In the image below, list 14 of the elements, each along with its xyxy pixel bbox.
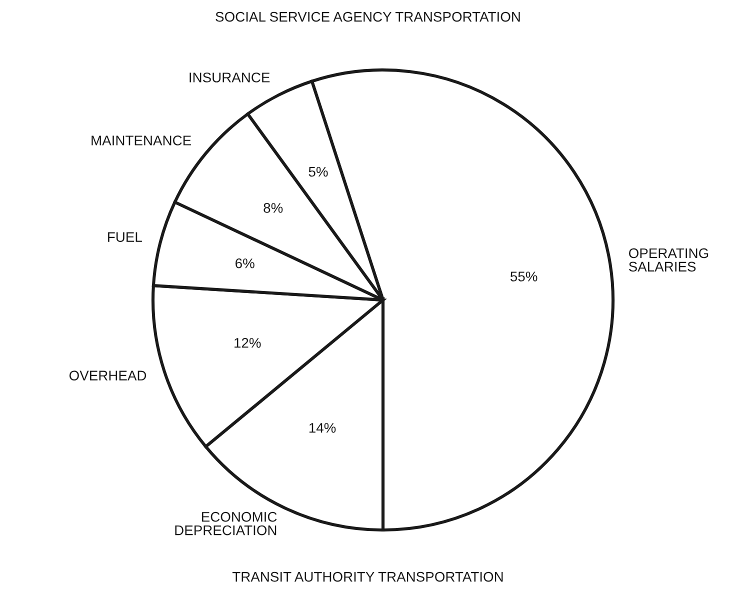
data-label: 12% xyxy=(234,338,261,348)
slice-label: MAINTENANCE xyxy=(92,136,192,146)
data-label: 6% xyxy=(236,258,254,268)
slice-label: INSURANCE xyxy=(190,72,270,82)
data-label: 5% xyxy=(308,166,328,177)
data-label: 55% xyxy=(510,272,538,282)
slice-label: OVERHEAD xyxy=(69,370,146,380)
slice-label: OPERATING SALARIES xyxy=(628,248,708,272)
data-label: 14% xyxy=(309,422,336,433)
text: TRANSIT AUTHORITY TRANSPORTATION xyxy=(232,572,503,582)
slice-label: FUEL xyxy=(108,232,142,242)
data-label: 8% xyxy=(264,202,283,213)
slice-label: ECONOMIC DEPRECIATION xyxy=(175,512,277,536)
chart-title: SOCIAL SERVICE AGENCY TRANSPORTATION xyxy=(216,12,520,22)
